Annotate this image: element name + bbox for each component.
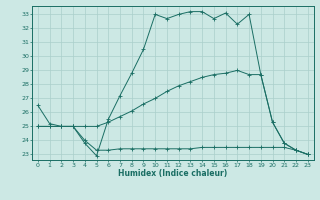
X-axis label: Humidex (Indice chaleur): Humidex (Indice chaleur) — [118, 169, 228, 178]
